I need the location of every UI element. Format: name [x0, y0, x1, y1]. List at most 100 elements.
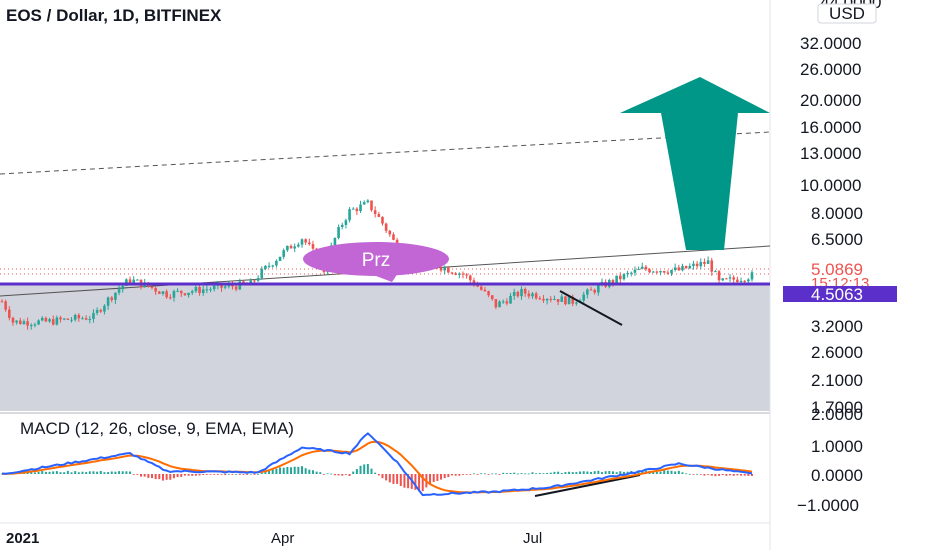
- macd-histogram-bar: [290, 467, 293, 474]
- macd-histogram-bar: [118, 471, 121, 474]
- macd-histogram-bar: [707, 474, 710, 475]
- candle-body: [70, 319, 73, 321]
- candle-body: [699, 261, 703, 267]
- macd-label: MACD (12, 26, close, 9, EMA, EMA): [20, 419, 294, 438]
- candle-body: [308, 242, 311, 245]
- macd-histogram-bar: [626, 471, 629, 474]
- macd-histogram-bar: [268, 469, 271, 474]
- macd-histogram-bar: [454, 474, 457, 476]
- macd-histogram-bar: [403, 474, 406, 488]
- macd-histogram-bar: [546, 472, 549, 474]
- macd-histogram-bar: [407, 474, 410, 489]
- macd-histogram-bar: [396, 474, 399, 484]
- macd-histogram-bar: [66, 470, 69, 474]
- macd-axis[interactable]: 2.0000 1.0000 0.0000 −1.0000: [797, 405, 863, 515]
- macd-histogram-bar: [663, 470, 666, 474]
- macd-histogram-bar: [253, 474, 256, 475]
- candle-body: [662, 271, 666, 273]
- macd-line: [1, 432, 753, 497]
- candle-body: [597, 285, 600, 293]
- candle-body: [158, 291, 161, 294]
- candle-body: [172, 291, 176, 298]
- up-arrow-icon[interactable]: [620, 77, 770, 250]
- macd-histogram-bar: [615, 472, 618, 474]
- candle-body: [253, 280, 256, 282]
- price-tick: 10.0000: [800, 176, 861, 195]
- macd-histogram-bar: [344, 474, 347, 475]
- candle-body: [289, 245, 293, 249]
- candle-body: [490, 295, 494, 300]
- candle-body: [494, 299, 498, 308]
- time-axis[interactable]: 2021 Apr Jul: [6, 530, 542, 547]
- macd-histogram-bar: [520, 473, 523, 474]
- macd-histogram-bar: [158, 474, 161, 480]
- candle-body: [51, 319, 55, 325]
- macd-histogram-bar: [286, 467, 289, 474]
- macd-histogram-bar: [198, 474, 201, 476]
- macd-histogram-bar: [696, 473, 699, 475]
- macd-histogram-bar: [538, 473, 541, 474]
- macd-histogram-bar: [231, 474, 234, 475]
- macd-histogram-bar: [282, 467, 285, 474]
- candle-body: [611, 280, 615, 283]
- macd-histogram-bar: [301, 466, 303, 474]
- dashed-upper-trendline[interactable]: [0, 131, 771, 175]
- candle-body: [373, 210, 377, 215]
- macd-histogram-bar: [472, 473, 475, 475]
- price-tick: 8.0000: [811, 204, 863, 223]
- macd-tick: −1.0000: [797, 496, 859, 515]
- candle-body: [447, 267, 450, 273]
- candle-body: [176, 290, 179, 292]
- macd-histogram-bar: [502, 472, 505, 474]
- candle-body: [337, 226, 340, 238]
- candle-body: [560, 296, 564, 302]
- candle-body: [505, 301, 509, 304]
- candle-body: [165, 291, 168, 298]
- macd-histogram-bar: [377, 474, 380, 476]
- macd-histogram-bar: [48, 471, 51, 474]
- candle-body: [260, 268, 264, 279]
- price-axis[interactable]: 44.0000 USD 32.0000 26.0000 20.0000 16.0…: [783, 0, 897, 417]
- candle-body: [673, 267, 677, 270]
- candle-body: [242, 281, 245, 284]
- candle-body: [271, 265, 275, 267]
- candle-body: [633, 269, 637, 273]
- currency-badge[interactable]: [817, 3, 877, 24]
- candle-body: [725, 278, 728, 280]
- candle-body: [48, 319, 51, 322]
- macd-histogram-bar: [26, 472, 29, 474]
- candle-body: [637, 268, 640, 270]
- candle-body: [750, 272, 754, 280]
- price-tick: 3.2000: [811, 317, 863, 336]
- level-price-badge[interactable]: [783, 286, 897, 302]
- candle-body: [344, 220, 348, 225]
- macd-histogram-bar: [388, 474, 391, 483]
- candle-body: [564, 296, 567, 305]
- macd-histogram-bar: [315, 471, 318, 474]
- candles-layer: [0, 199, 754, 330]
- macd-histogram-bar: [70, 472, 73, 474]
- prz-callout[interactable]: Prz: [303, 242, 449, 282]
- candle-body: [717, 271, 721, 281]
- macd-histogram-bar: [319, 472, 322, 474]
- price-divergence-line[interactable]: [559, 290, 623, 326]
- candle-body: [212, 285, 216, 290]
- macd-divergence-line[interactable]: [534, 474, 641, 497]
- macd-histogram-bar: [220, 474, 223, 475]
- price-tick: 2.6000: [811, 343, 863, 362]
- macd-histogram-bar: [611, 471, 614, 474]
- last-price-badge-bg: [783, 261, 897, 286]
- candle-body: [388, 230, 392, 235]
- candle-body: [721, 278, 725, 281]
- macd-histogram-bar: [176, 474, 179, 478]
- candle-body: [666, 272, 670, 274]
- macd-histogram-bar: [209, 474, 212, 475]
- candle-body: [487, 291, 490, 296]
- macd-histogram-bar: [542, 473, 545, 475]
- macd-histogram-bar: [81, 471, 84, 474]
- time-tick: Jul: [523, 530, 542, 547]
- macd-histogram-bar: [436, 474, 439, 481]
- macd-histogram-bar: [202, 474, 205, 475]
- macd-histogram-bar: [63, 472, 66, 474]
